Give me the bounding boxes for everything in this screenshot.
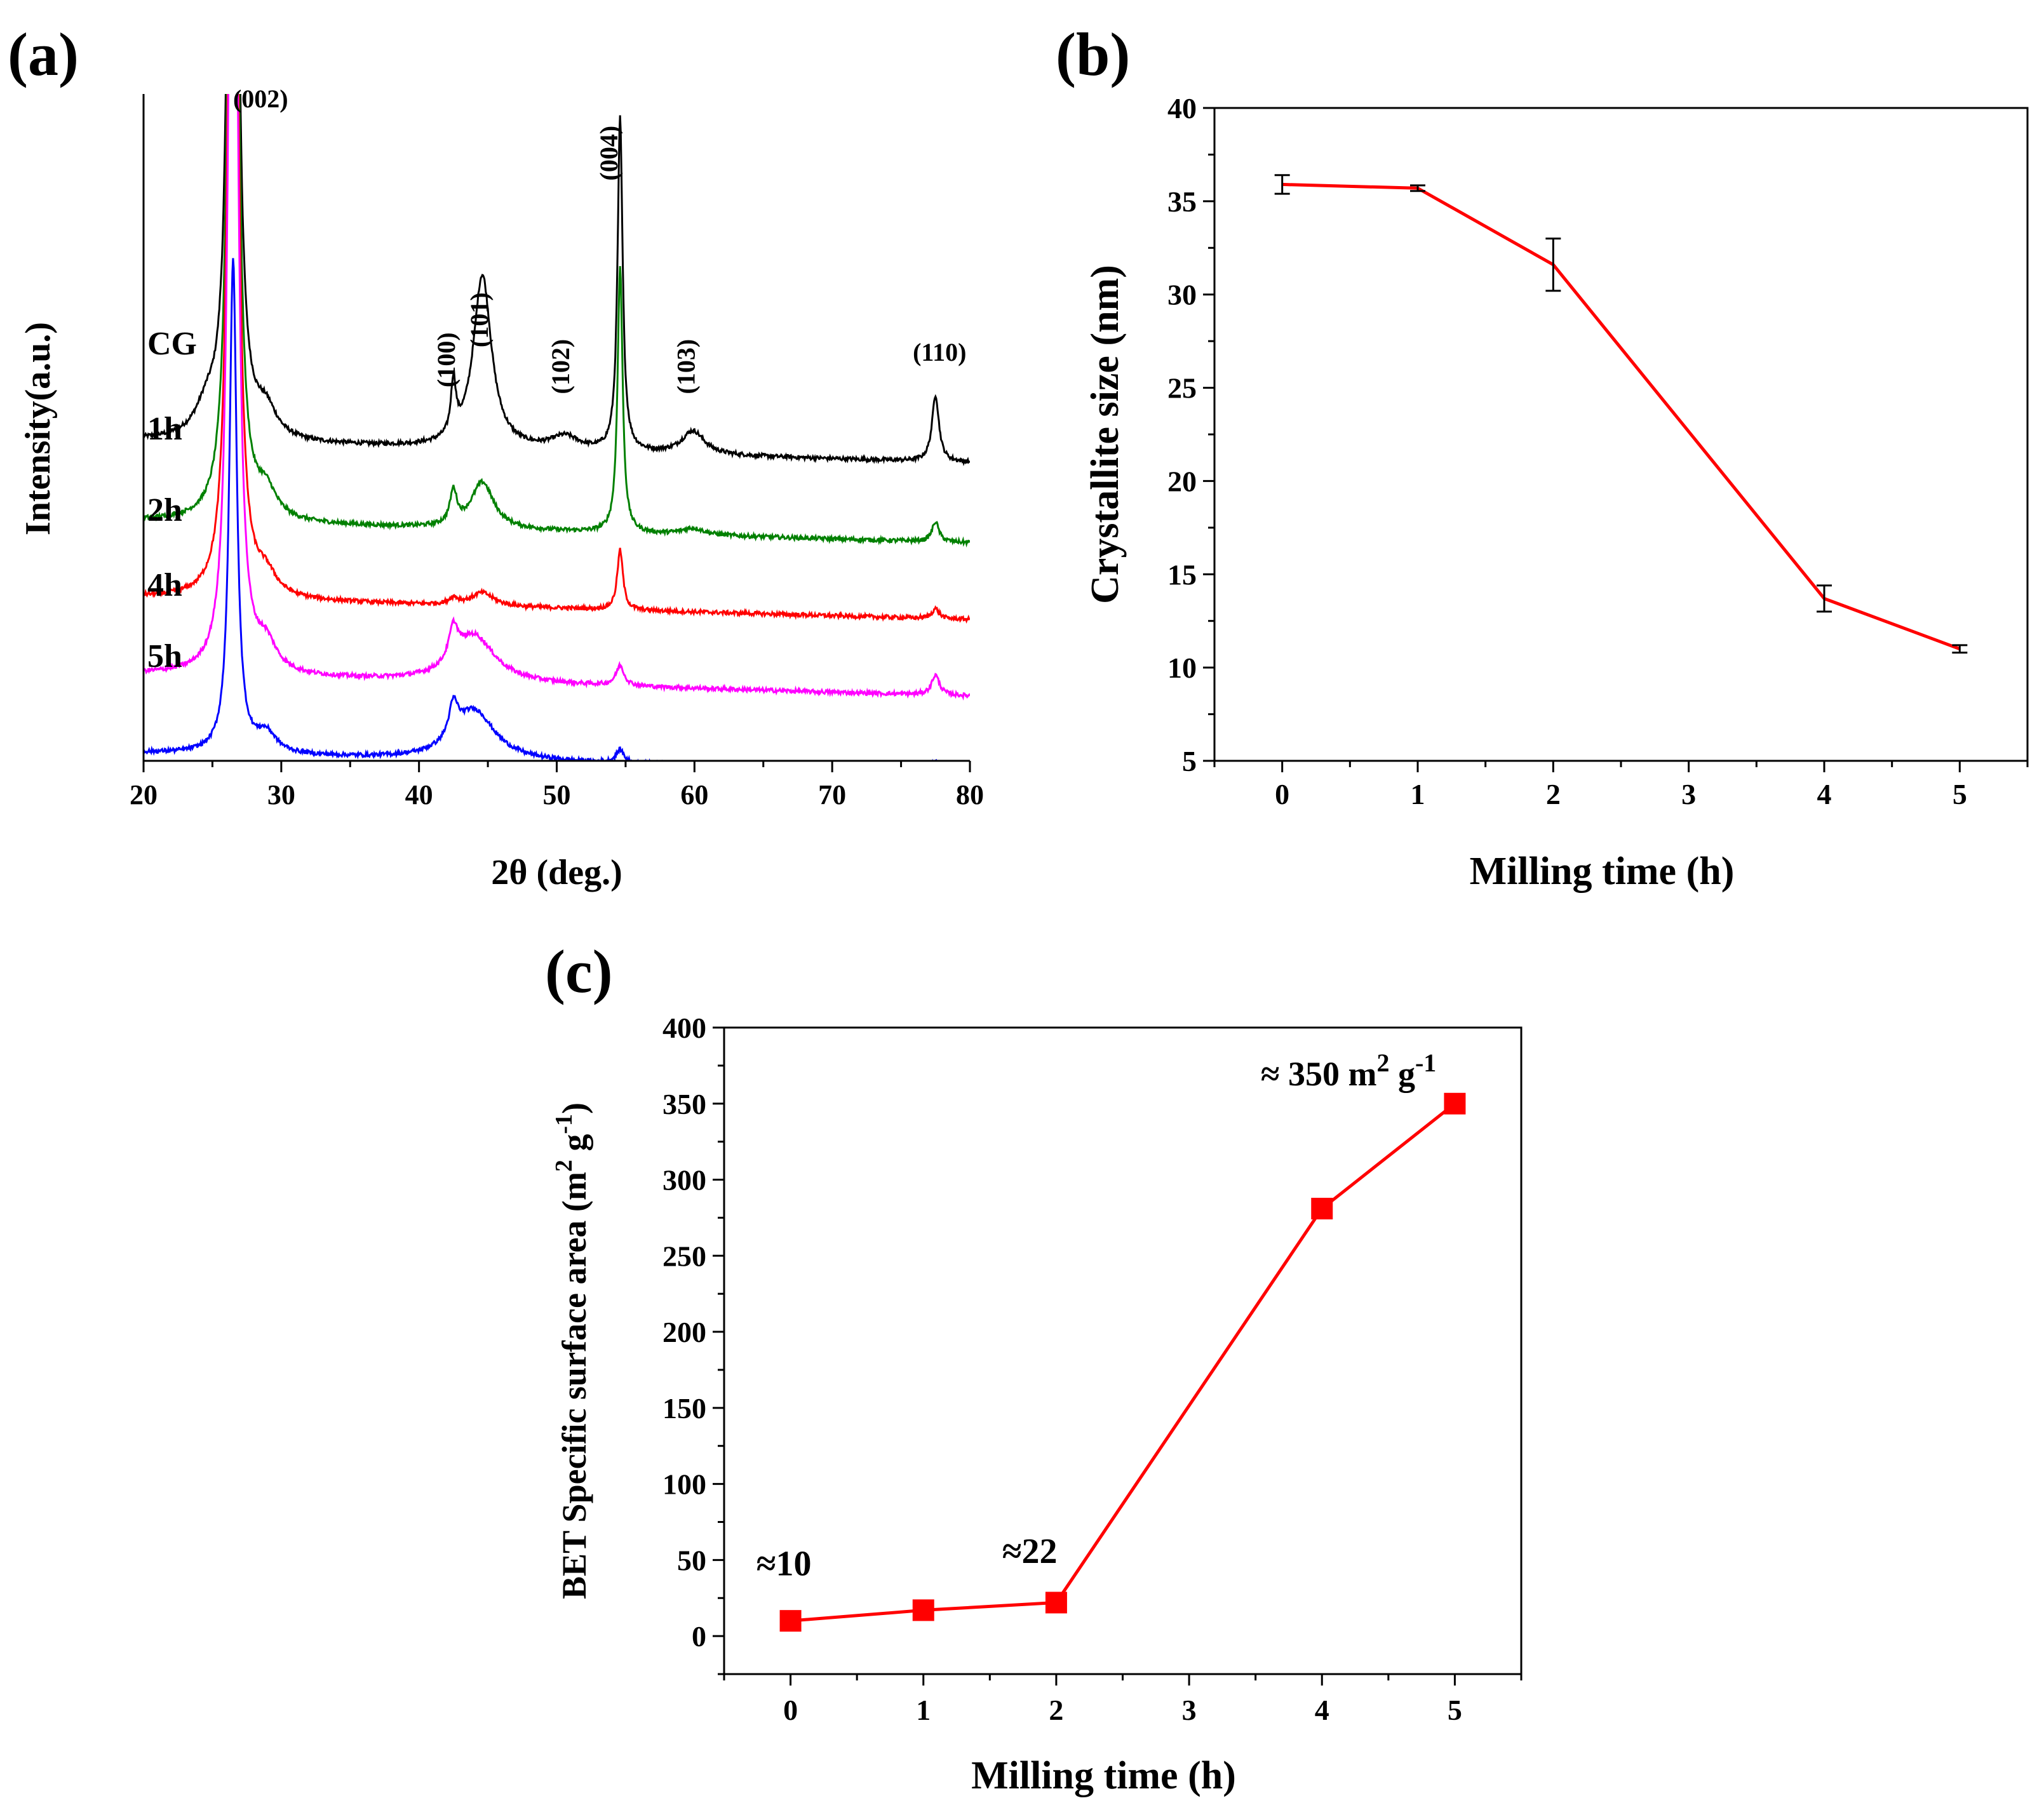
bet-marker — [779, 1610, 802, 1632]
panel-c: 0 50 100 150 200 250 300 350 400 0 1 2 3 4 5 ≈10 ≈22 ≈ 35… — [545, 937, 1523, 1797]
x-tick-label-b: 5 — [1953, 778, 1967, 810]
y-tick-label-b: 10 — [1167, 652, 1197, 684]
peak-label: (103) — [671, 339, 700, 394]
annotation-10: ≈10 — [756, 1544, 812, 1583]
x-tick-label-a: 60 — [680, 779, 708, 810]
x-tick-label-a: 80 — [956, 779, 984, 810]
y-tick-label-b: 25 — [1167, 372, 1197, 405]
x-tick-label-c: 1 — [916, 1694, 931, 1726]
y-axis-label-c: BET Specific surface area (m2 g-1) — [551, 1103, 593, 1599]
series-label-2h: 2h — [147, 492, 182, 528]
panel-b: 5 10 15 20 25 30 35 40 0 1 2 3 4 5 Milling time (h) Cry… — [1056, 20, 2029, 893]
y-tick-label-b: 30 — [1167, 279, 1197, 311]
panel-label-a: (a) — [8, 20, 79, 88]
xrd-line-CG — [144, 94, 970, 467]
peak-label: (002) — [233, 84, 288, 113]
y-axis-label-a: Intensity(a.u.) — [18, 322, 58, 535]
peak-label: (110) — [913, 338, 966, 366]
peak-label: (101) — [465, 292, 494, 347]
y-tick-label-c: 300 — [662, 1164, 706, 1197]
x-axis-label-b: Milling time (h) — [1470, 850, 1735, 893]
y-tick-label-c: 400 — [662, 1012, 706, 1044]
x-axis-label-c: Milling time (h) — [971, 1754, 1236, 1797]
bet-line — [790, 1102, 1456, 1623]
bet-marker — [1444, 1092, 1466, 1115]
series-label-5h: 5h — [147, 638, 182, 674]
bet-marker — [1045, 1592, 1067, 1614]
annotation-22: ≈22 — [1002, 1532, 1058, 1571]
peak-label: (004) — [595, 126, 623, 181]
x-tick-label-a: 30 — [267, 779, 295, 810]
peak-label: (100) — [432, 332, 461, 387]
y-tick-label-c: 350 — [662, 1088, 706, 1120]
x-tick-label-a: 40 — [405, 779, 433, 810]
x-tick-label-c: 4 — [1315, 1694, 1329, 1726]
xrd-line-5h — [144, 258, 938, 761]
y-tick-label-b: 5 — [1182, 745, 1197, 777]
y-tick-label-b: 15 — [1167, 558, 1197, 591]
x-tick-label-c: 2 — [1049, 1694, 1063, 1726]
y-tick-label-b: 35 — [1167, 185, 1197, 218]
x-tick-label-c: 0 — [783, 1694, 798, 1726]
y-tick-label-c: 150 — [662, 1392, 706, 1425]
panel-label-b: (b) — [1056, 20, 1130, 88]
series-label-4h: 4h — [147, 567, 182, 603]
x-tick-label-b: 1 — [1411, 778, 1425, 810]
x-tick-label-b: 2 — [1546, 778, 1561, 810]
bet-marker — [912, 1599, 934, 1621]
panel-label-c: (c) — [545, 937, 613, 1005]
crystallite-line — [1282, 182, 1961, 651]
series-label-CG: CG — [147, 326, 197, 362]
x-tick-label-a: 70 — [818, 779, 846, 810]
series-label-1h: 1h — [147, 411, 182, 447]
x-axis-label-a: 2θ (deg.) — [491, 853, 622, 892]
x-tick-label-b: 0 — [1275, 778, 1289, 810]
y-tick-label-c: 250 — [662, 1240, 706, 1272]
y-tick-label-c: 100 — [662, 1468, 706, 1501]
y-tick-label-b: 40 — [1167, 92, 1197, 124]
x-tick-label-c: 3 — [1182, 1694, 1197, 1726]
peak-label: (102) — [546, 339, 575, 394]
xrd-line-1h — [144, 94, 970, 548]
plot-frame-b — [1213, 107, 2029, 762]
bet-marker — [1311, 1198, 1333, 1220]
y-tick-label-c: 50 — [677, 1544, 706, 1576]
x-tick-label-b: 4 — [1817, 778, 1832, 810]
x-tick-label-b: 3 — [1681, 778, 1696, 810]
x-tick-label-c: 5 — [1448, 1694, 1462, 1726]
y-tick-label-c: 200 — [662, 1316, 706, 1348]
plot-frame-c — [723, 1026, 1523, 1675]
x-tick-label-a: 20 — [130, 779, 158, 810]
y-tick-label-b: 20 — [1167, 465, 1197, 497]
xrd-series — [144, 94, 970, 761]
xrd-line-4h — [144, 94, 970, 701]
y-axis-label-b: Crystallite size (nm) — [1084, 265, 1127, 604]
y-tick-label-c: 0 — [692, 1620, 706, 1652]
x-tick-label-a: 50 — [543, 779, 571, 810]
xrd-line-2h — [144, 94, 970, 624]
annotation-350: ≈ 350 m2 g-1 — [1261, 1049, 1436, 1093]
panel-a: 20 30 40 50 60 70 80 2θ (deg.) Intensity(a.u.) (a… — [8, 20, 984, 892]
